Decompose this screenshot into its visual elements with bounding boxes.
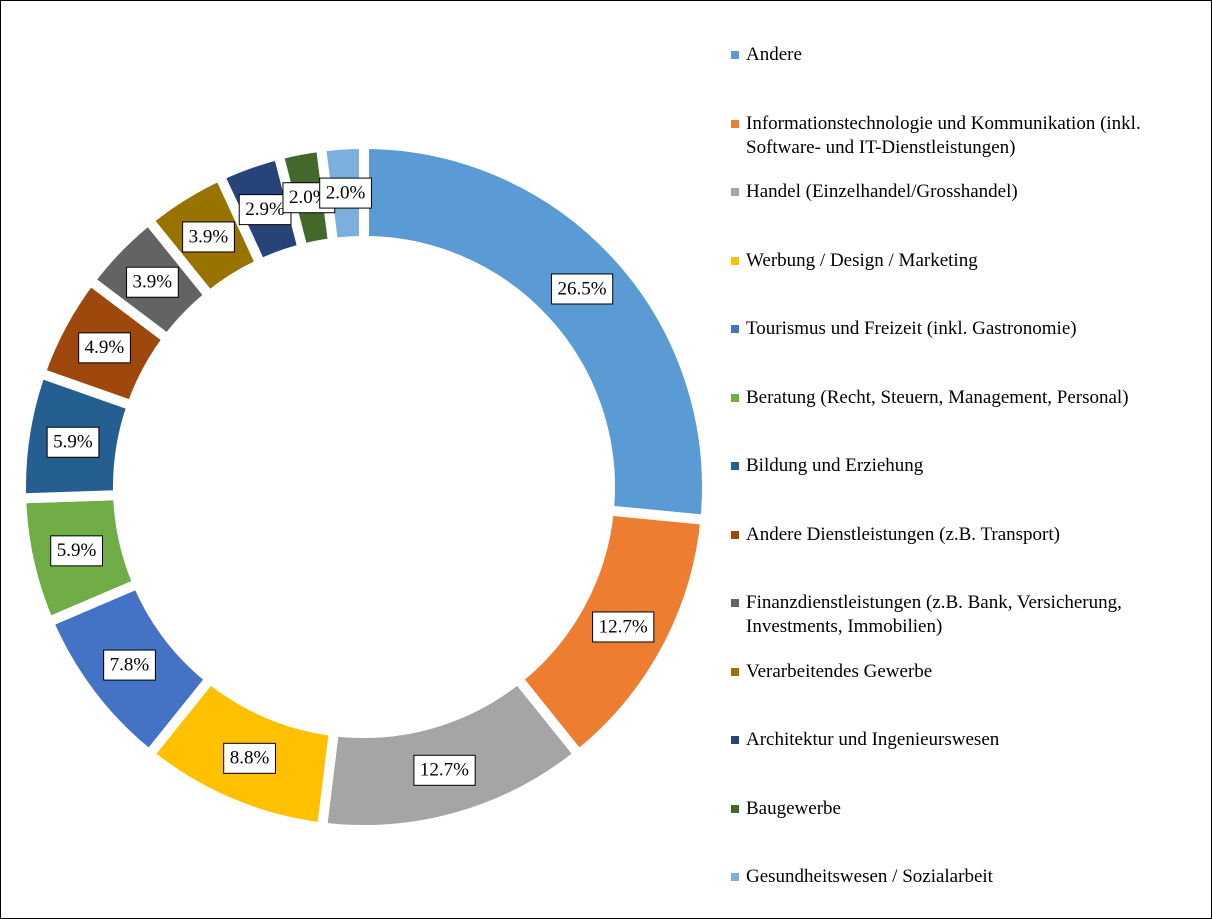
legend-item: Finanzdienstleistungen (z.B. Bank, Versi…	[731, 591, 1191, 639]
data-label-box	[413, 754, 476, 786]
legend-item: Baugewerbe	[731, 797, 1191, 821]
legend-label: Verarbeitendes Gewerbe	[746, 660, 933, 682]
data-label: 3.9%	[126, 266, 179, 298]
legend-label: Finanzdienstleistungen (z.B. Bank, Versi…	[746, 592, 1122, 637]
legend-item: Handel (Einzelhandel/Grosshandel)	[731, 180, 1191, 204]
legend-item: Informationstechnologie und Kommunikatio…	[731, 112, 1191, 160]
data-label-box	[126, 266, 179, 298]
data-label-box	[182, 221, 235, 253]
legend-item: Werbung / Design / Marketing	[731, 249, 1191, 273]
legend-item: Verarbeitendes Gewerbe	[731, 660, 1191, 684]
legend-swatch	[731, 736, 739, 744]
data-label-text: 2.9%	[245, 199, 285, 220]
data-label: 12.7%	[592, 611, 655, 643]
data-label-text: 7.8%	[110, 654, 150, 675]
legend-item: Gesundheitswesen / Sozialarbeit	[731, 865, 1191, 889]
data-label: 2.9%	[238, 194, 292, 226]
data-label-text: 4.9%	[85, 337, 125, 358]
legend-swatch	[731, 530, 739, 539]
data-label: 8.8%	[223, 742, 276, 774]
data-label: 5.9%	[46, 426, 100, 458]
legend-label: Tourismus und Freizeit (inkl. Gastronomi…	[746, 318, 1077, 339]
legend-item: Andere	[731, 43, 1191, 67]
legend-label: Beratung (Recht, Steuern, Management, Pe…	[746, 386, 1129, 408]
legend-swatch	[731, 667, 739, 676]
data-label-text: 26.5%	[557, 278, 606, 299]
legend-item: Bildung und Erziehung	[731, 454, 1191, 478]
data-label-text: 3.9%	[189, 226, 229, 247]
legend-swatch	[731, 188, 739, 196]
data-label-text: 2.0%	[289, 187, 329, 208]
data-label-box	[223, 742, 276, 774]
data-label-box	[238, 194, 292, 226]
data-label: 26.5%	[550, 273, 614, 305]
legend-item: Beratung (Recht, Steuern, Management, Pe…	[731, 386, 1191, 410]
legend-label: Werbung / Design / Marketing	[746, 249, 978, 271]
legend-label: Informationstechnologie und Kommunikatio…	[746, 112, 1141, 158]
data-label-text: 12.7%	[420, 760, 469, 781]
donut-chart: 26.5% 12.7% 12.7% 8.8% 7.8% 5.9% 5.9% 4.9% 3.9% 3…	[16, 138, 712, 835]
data-label-text: 5.9%	[57, 540, 97, 561]
data-label: 2.0%	[319, 177, 372, 209]
legend-swatch	[731, 599, 739, 607]
data-label-box	[319, 177, 372, 209]
legend-swatch	[731, 462, 739, 470]
data-label-text: 2.0%	[326, 182, 366, 203]
data-label-text: 3.9%	[133, 272, 173, 293]
legend-item: Architektur und Ingenieurswesen	[731, 728, 1191, 752]
data-label-box	[46, 426, 100, 458]
legend-item: Andere Dienstleistungen (z.B. Transport)	[731, 523, 1191, 547]
data-label-box	[50, 535, 103, 567]
legend-label: Architektur und Ingenieurswesen	[746, 729, 1000, 750]
legend-label: Andere	[746, 44, 802, 65]
legend-label: Andere Dienstleistungen (z.B. Transport)	[746, 523, 1060, 545]
donut-slice	[359, 138, 712, 526]
data-label: 7.8%	[103, 649, 156, 681]
legend-label: Gesundheitswesen / Sozialarbeit	[746, 866, 993, 887]
data-label-box	[78, 332, 131, 364]
legend-swatch	[731, 51, 739, 59]
legend-swatch	[731, 873, 739, 881]
legend-swatch	[731, 119, 739, 128]
data-label-box	[592, 611, 655, 643]
data-label-text: 12.7%	[599, 616, 648, 637]
data-label: 4.9%	[78, 332, 131, 364]
data-label-text: 5.9%	[53, 432, 93, 453]
legend-label: Bildung und Erziehung	[746, 455, 924, 476]
data-label: 3.9%	[182, 221, 235, 253]
data-label-box	[103, 649, 156, 681]
legend-label: Baugewerbe	[746, 797, 841, 819]
legend-label: Handel (Einzelhandel/Grosshandel)	[746, 181, 1018, 202]
data-label: 5.9%	[50, 535, 103, 567]
data-label: 12.7%	[413, 754, 476, 786]
legend-swatch	[731, 393, 739, 402]
data-label-text: 8.8%	[230, 748, 270, 769]
donut-slice	[316, 671, 586, 835]
data-label-box	[550, 273, 614, 305]
legend-swatch	[731, 325, 739, 333]
legend-swatch	[731, 256, 739, 265]
legend-item: Tourismus und Freizeit (inkl. Gastronomi…	[731, 317, 1191, 341]
legend-swatch	[731, 804, 739, 813]
